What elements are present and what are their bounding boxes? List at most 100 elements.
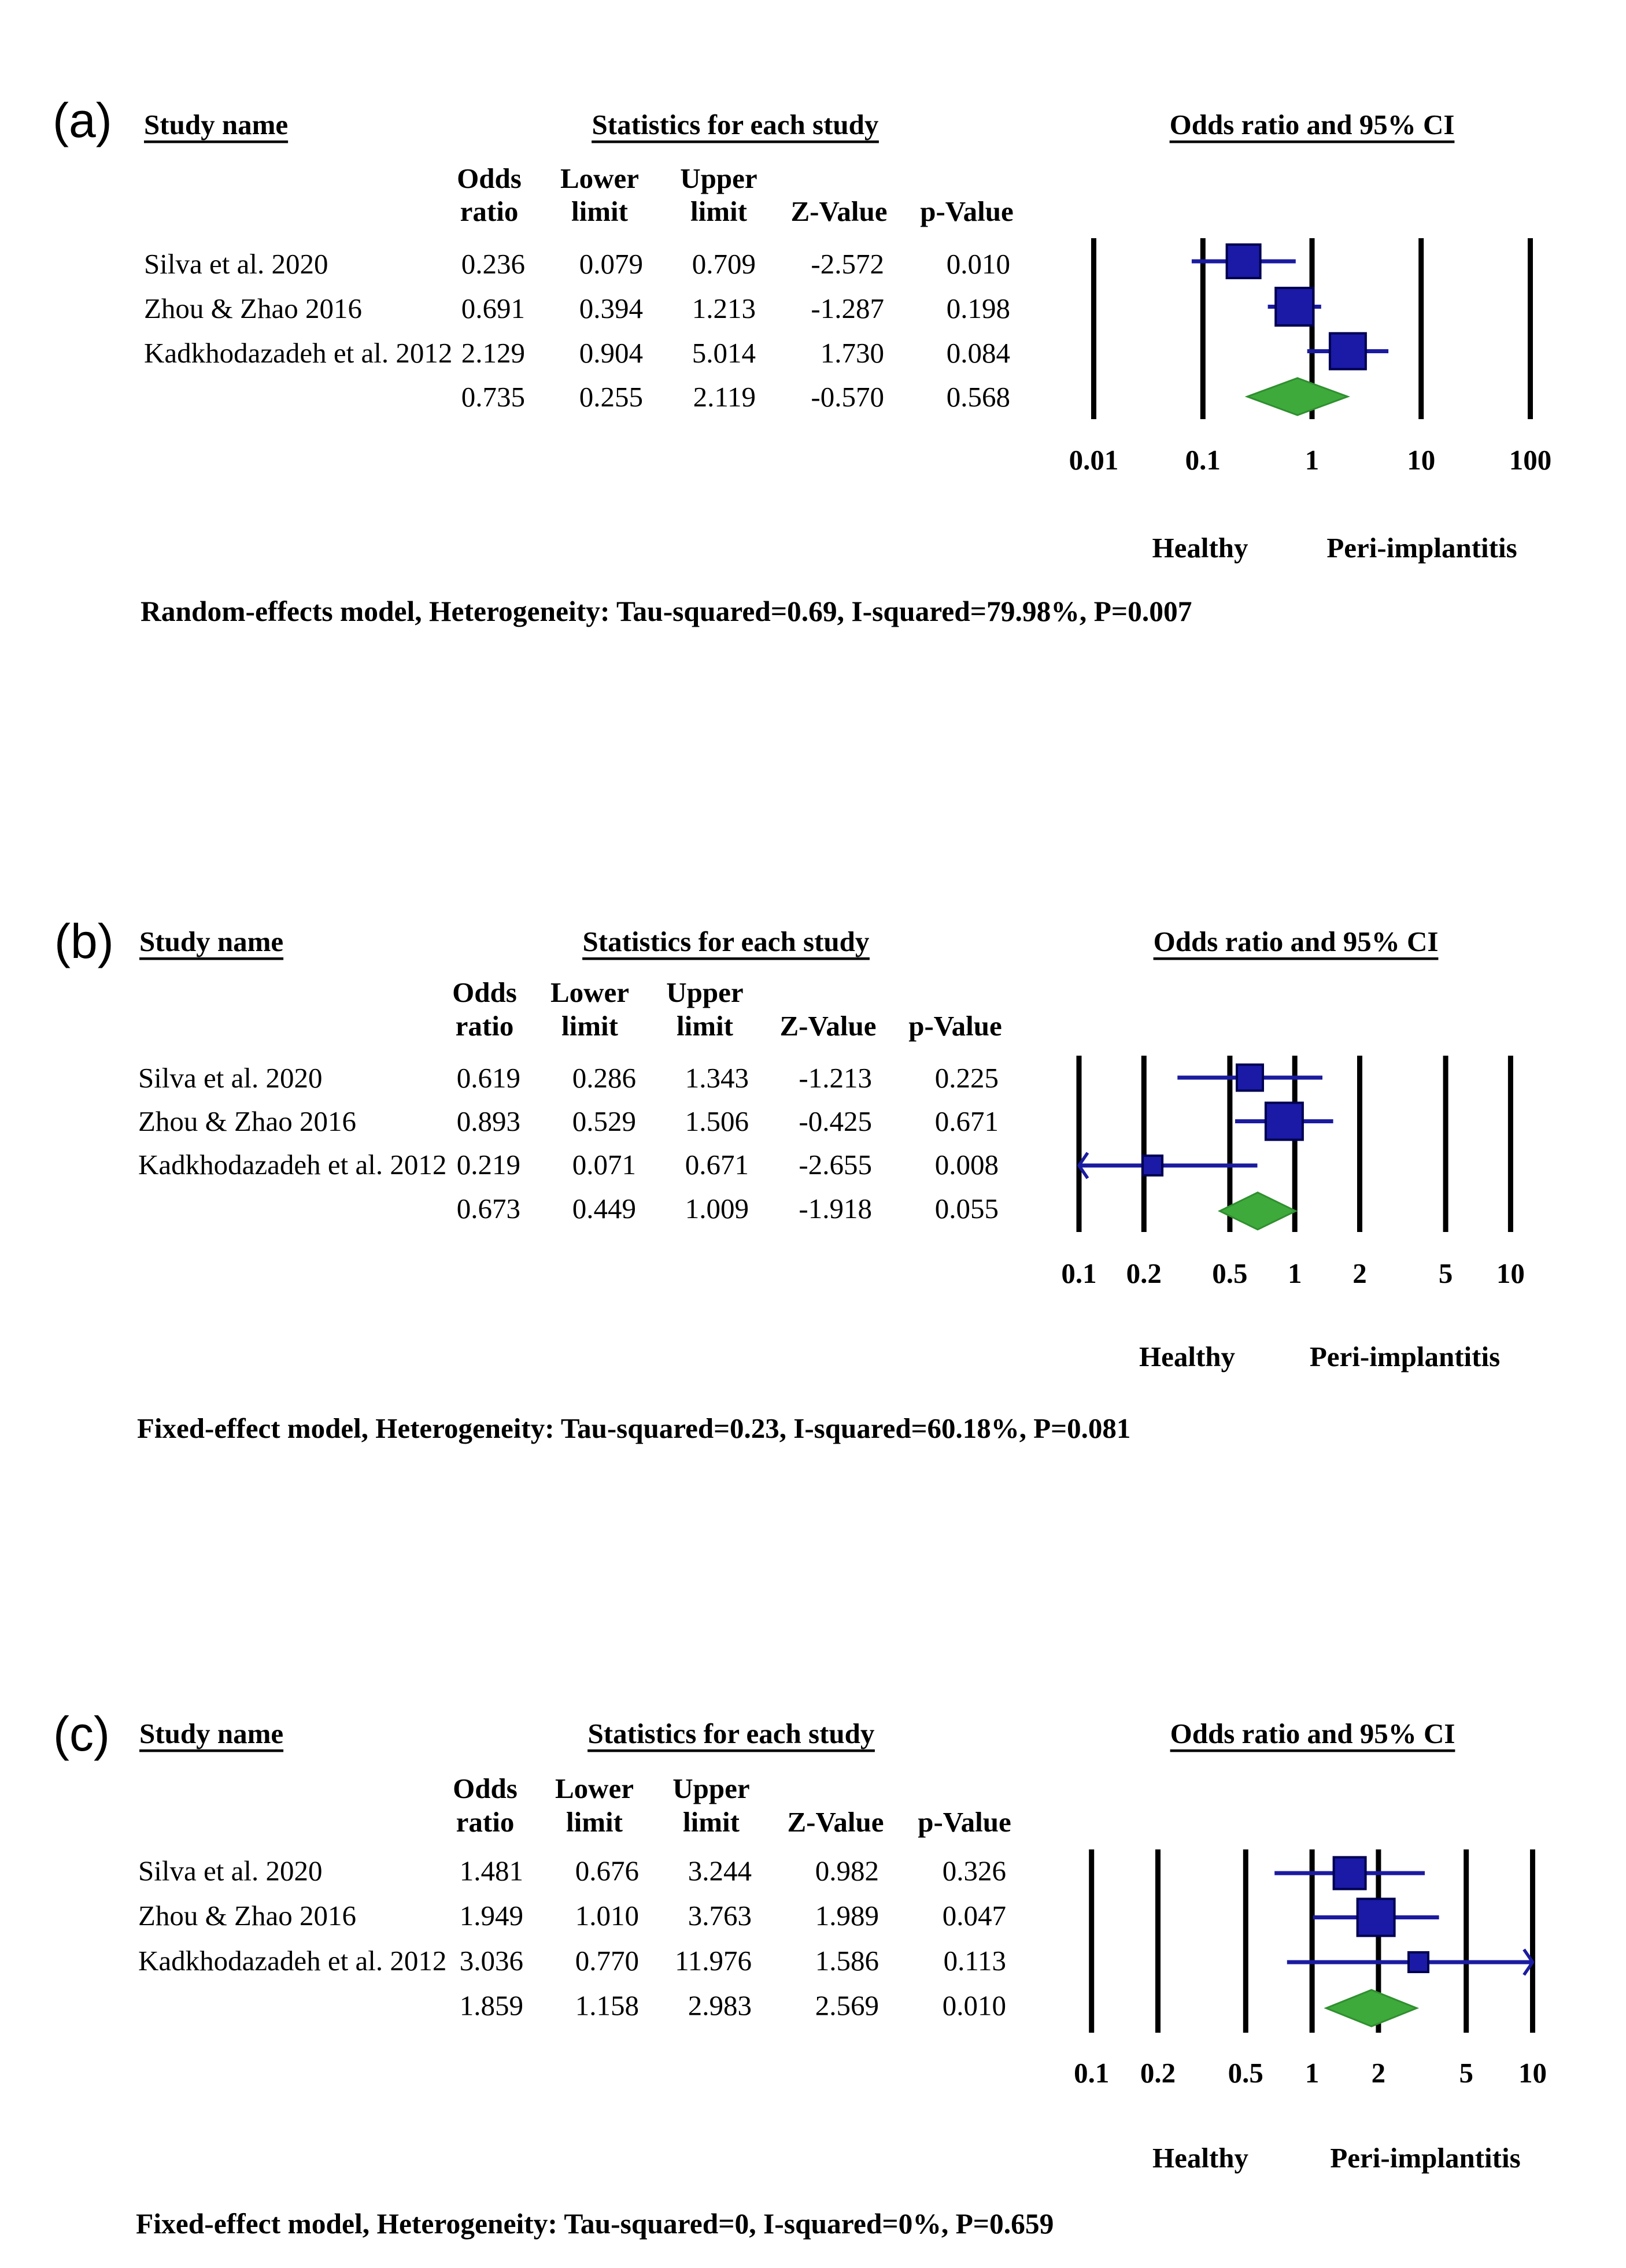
svg-text:Odds ratio and 95% CI: Odds ratio and 95% CI xyxy=(1170,1718,1455,1749)
svg-text:0.198: 0.198 xyxy=(947,293,1010,324)
svg-text:Lower: Lower xyxy=(555,1773,634,1804)
svg-text:(b): (b) xyxy=(54,914,114,968)
svg-text:limit: limit xyxy=(690,195,748,227)
svg-text:0.326: 0.326 xyxy=(943,1855,1006,1887)
svg-text:5: 5 xyxy=(1459,2057,1473,2089)
svg-text:p-Value: p-Value xyxy=(918,1806,1011,1838)
svg-text:0.2: 0.2 xyxy=(1126,1257,1162,1289)
svg-text:0.709: 0.709 xyxy=(692,248,756,280)
svg-text:Healthy: Healthy xyxy=(1152,532,1248,564)
svg-text:limit: limit xyxy=(571,195,629,227)
svg-text:Upper: Upper xyxy=(672,1773,749,1804)
svg-text:0.1: 0.1 xyxy=(1185,444,1221,476)
svg-text:limit: limit xyxy=(566,1806,623,1838)
svg-text:Healthy: Healthy xyxy=(1139,1341,1236,1372)
svg-text:2.119: 2.119 xyxy=(693,381,756,413)
svg-text:0.5: 0.5 xyxy=(1228,2057,1263,2089)
svg-text:0.394: 0.394 xyxy=(579,293,643,324)
svg-text:Statistics for each study: Statistics for each study xyxy=(588,1718,875,1749)
svg-text:0.113: 0.113 xyxy=(944,1945,1006,1977)
svg-text:Z-Value: Z-Value xyxy=(787,1806,884,1838)
svg-text:1.343: 1.343 xyxy=(685,1062,749,1094)
svg-text:0.691: 0.691 xyxy=(461,293,525,324)
svg-text:0.770: 0.770 xyxy=(575,1945,639,1977)
svg-text:3.763: 3.763 xyxy=(688,1900,752,1932)
svg-text:3.036: 3.036 xyxy=(460,1945,523,1977)
svg-text:0.529: 0.529 xyxy=(572,1105,636,1137)
svg-text:-0.570: -0.570 xyxy=(811,381,884,413)
svg-text:Z-Value: Z-Value xyxy=(779,1010,876,1042)
svg-text:0.671: 0.671 xyxy=(685,1149,749,1181)
svg-text:Fixed-effect model, Heterogene: Fixed-effect model, Heterogeneity: Tau-s… xyxy=(136,2208,1054,2240)
svg-text:0.286: 0.286 xyxy=(572,1062,636,1094)
svg-text:Odds: Odds xyxy=(453,1773,518,1804)
svg-text:limit: limit xyxy=(683,1806,740,1838)
svg-text:1: 1 xyxy=(1305,444,1320,476)
svg-text:1: 1 xyxy=(1288,1257,1302,1289)
svg-text:-1.213: -1.213 xyxy=(799,1062,872,1094)
svg-text:2.983: 2.983 xyxy=(688,1990,752,2022)
svg-text:(c): (c) xyxy=(53,1707,110,1761)
svg-text:1.009: 1.009 xyxy=(685,1193,749,1224)
svg-text:0.236: 0.236 xyxy=(461,248,525,280)
svg-text:1.949: 1.949 xyxy=(460,1900,523,1932)
svg-text:limit: limit xyxy=(561,1010,619,1042)
svg-text:0.055: 0.055 xyxy=(935,1193,999,1224)
svg-text:Upper: Upper xyxy=(666,976,743,1008)
svg-text:1.213: 1.213 xyxy=(692,293,756,324)
svg-text:Kadkhodazadeh et al. 2012: Kadkhodazadeh et al. 2012 xyxy=(138,1149,446,1181)
svg-text:0.904: 0.904 xyxy=(579,337,643,369)
svg-text:Healthy: Healthy xyxy=(1152,2142,1249,2174)
svg-text:1.989: 1.989 xyxy=(815,1900,879,1932)
svg-text:5.014: 5.014 xyxy=(692,337,756,369)
svg-text:ratio: ratio xyxy=(460,195,519,227)
svg-text:1.506: 1.506 xyxy=(685,1105,749,1137)
svg-text:Upper: Upper xyxy=(680,162,757,194)
svg-text:10: 10 xyxy=(1496,1257,1525,1289)
svg-text:Odds ratio and 95% CI: Odds ratio and 95% CI xyxy=(1170,109,1455,140)
svg-text:0.5: 0.5 xyxy=(1212,1257,1247,1289)
svg-text:-2.572: -2.572 xyxy=(811,248,884,280)
svg-text:ratio: ratio xyxy=(456,1806,515,1838)
svg-text:1.730: 1.730 xyxy=(821,337,884,369)
svg-text:1.481: 1.481 xyxy=(460,1855,523,1887)
svg-text:0.071: 0.071 xyxy=(572,1149,636,1181)
svg-text:10: 10 xyxy=(1407,444,1435,476)
svg-text:3.244: 3.244 xyxy=(688,1855,752,1887)
svg-text:0.008: 0.008 xyxy=(935,1149,999,1181)
svg-text:-2.655: -2.655 xyxy=(799,1149,872,1181)
svg-text:Odds: Odds xyxy=(457,162,522,194)
svg-text:0.982: 0.982 xyxy=(815,1855,879,1887)
svg-text:Statistics for each study: Statistics for each study xyxy=(592,109,879,140)
svg-text:1.010: 1.010 xyxy=(575,1900,639,1932)
svg-text:Fixed-effect model, Heterogene: Fixed-effect model, Heterogeneity: Tau-s… xyxy=(137,1412,1130,1444)
svg-text:0.047: 0.047 xyxy=(943,1900,1006,1932)
svg-text:0.568: 0.568 xyxy=(947,381,1010,413)
svg-text:-1.918: -1.918 xyxy=(799,1193,872,1224)
svg-text:Zhou & Zhao 2016: Zhou & Zhao 2016 xyxy=(144,293,362,324)
svg-text:2: 2 xyxy=(1372,2057,1386,2089)
svg-text:Odds ratio and 95% CI: Odds ratio and 95% CI xyxy=(1154,926,1439,957)
svg-text:1.586: 1.586 xyxy=(815,1945,879,1977)
svg-text:2.569: 2.569 xyxy=(815,1990,879,2022)
svg-text:0.735: 0.735 xyxy=(461,381,525,413)
svg-text:0.619: 0.619 xyxy=(457,1062,520,1094)
svg-text:0.255: 0.255 xyxy=(579,381,643,413)
svg-text:Peri-implantitis: Peri-implantitis xyxy=(1330,2142,1520,2174)
svg-text:ratio: ratio xyxy=(456,1010,514,1042)
svg-text:1.859: 1.859 xyxy=(460,1990,523,2022)
svg-text:-0.425: -0.425 xyxy=(799,1105,872,1137)
svg-text:Silva et al. 2020: Silva et al. 2020 xyxy=(138,1855,322,1887)
svg-text:Silva et al. 2020: Silva et al. 2020 xyxy=(144,248,328,280)
svg-text:Odds: Odds xyxy=(452,976,517,1008)
svg-text:Random-effects model, Heteroge: Random-effects model, Heterogeneity: Tau… xyxy=(141,595,1192,627)
svg-text:p-Value: p-Value xyxy=(920,195,1014,227)
svg-text:0.1: 0.1 xyxy=(1061,1257,1096,1289)
svg-text:p-Value: p-Value xyxy=(908,1010,1002,1042)
svg-text:2.129: 2.129 xyxy=(461,337,525,369)
svg-text:Study name: Study name xyxy=(144,109,288,140)
svg-text:0.219: 0.219 xyxy=(457,1149,520,1181)
svg-text:5: 5 xyxy=(1439,1257,1453,1289)
svg-text:Kadkhodazadeh et al. 2012: Kadkhodazadeh et al. 2012 xyxy=(144,337,452,369)
svg-text:10: 10 xyxy=(1518,2057,1547,2089)
